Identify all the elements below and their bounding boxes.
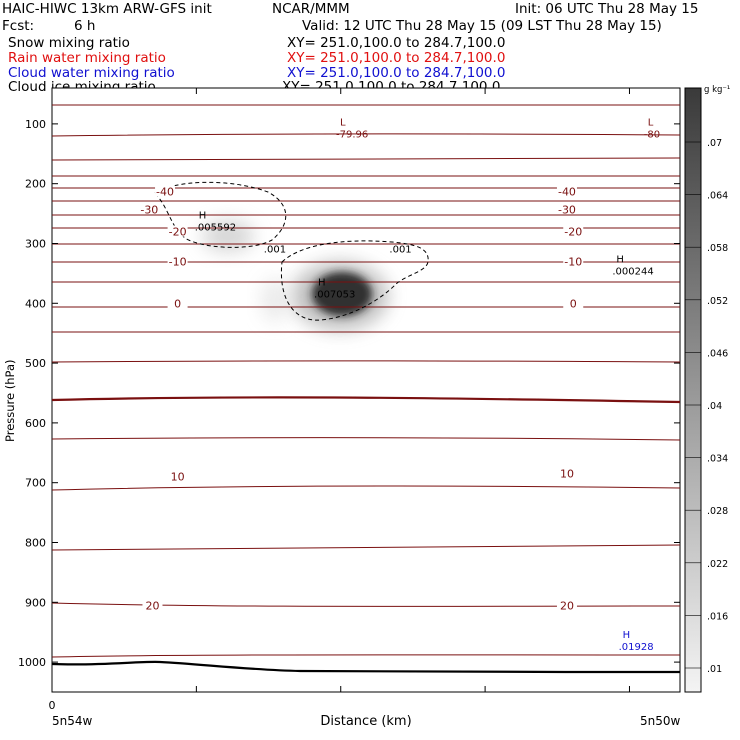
colorbar-label: .064 xyxy=(707,191,728,202)
y-tick-label: 1000 xyxy=(18,656,46,669)
init-time: Init: 06 UTC Thu 28 May 15 xyxy=(515,1,699,17)
field-cloudwater-xy: XY= 251.0,100.0 to 284.7,100.0 xyxy=(287,65,506,81)
temperature-label-bg xyxy=(563,225,584,237)
colorbar-label: .016 xyxy=(707,611,728,622)
temperature-label-bg xyxy=(139,203,160,215)
temperature-label: 20 xyxy=(560,599,574,612)
ground-line xyxy=(51,660,681,674)
temperature-label-bg xyxy=(167,297,188,309)
temperature-label: 10 xyxy=(560,468,574,481)
temperature-label-bg xyxy=(155,185,176,197)
temperature-label: -40 xyxy=(156,185,174,198)
temperature-label: 0 xyxy=(570,297,577,310)
temperature-label-bg xyxy=(556,599,577,611)
x-right-endpoint: 5n50w xyxy=(640,714,681,728)
colorbar-label: .04 xyxy=(707,401,722,412)
extremum-value: -79.96 xyxy=(336,130,368,141)
extremum-letter: L xyxy=(340,118,346,129)
y-tick-label: 800 xyxy=(25,536,46,549)
extremum-value: .000244 xyxy=(612,267,653,278)
temperature-label: -20 xyxy=(169,226,187,239)
colorbar-label: .058 xyxy=(707,243,728,254)
temperature-label-bg xyxy=(167,470,188,482)
colorbar-label: .07 xyxy=(707,138,722,149)
colorbar-unit: g kg⁻¹ xyxy=(704,85,730,95)
temperature-label-bg xyxy=(563,255,584,267)
extremum-value: .007053 xyxy=(314,289,355,300)
y-tick-label: 300 xyxy=(25,237,46,250)
temperature-label: 0 xyxy=(174,297,181,310)
extremum-letter: L xyxy=(648,118,654,129)
temperature-label: 20 xyxy=(145,599,159,612)
field-snow-name: Snow mixing ratio xyxy=(8,35,130,51)
colorbar-label: .052 xyxy=(707,296,728,307)
temperature-label: -10 xyxy=(564,255,582,268)
field-cloudwater-name: Cloud water mixing ratio xyxy=(8,65,175,81)
temperature-label: -30 xyxy=(140,203,158,216)
y-tick-label: 100 xyxy=(25,118,46,131)
y-tick-label: 500 xyxy=(25,357,46,370)
y-tick-label: 900 xyxy=(25,596,46,609)
extremum-value: -80 xyxy=(644,130,660,141)
contour-label: .001 xyxy=(264,244,286,255)
temperature-label-bg xyxy=(563,297,584,309)
y-tick-label: 700 xyxy=(25,477,46,490)
temperature-label: -20 xyxy=(564,226,582,239)
colorbar-label: .034 xyxy=(707,454,728,465)
temperature-label: -40 xyxy=(558,185,576,198)
temperature-label-bg xyxy=(556,467,577,479)
temperature-label-bg xyxy=(556,203,577,215)
field-rain-name: Rain water mixing ratio xyxy=(8,50,166,66)
contour-label: .001 xyxy=(389,244,411,255)
temperature-label-bg xyxy=(556,185,577,197)
temperature-label-bg xyxy=(142,599,163,611)
extremum-letter: H xyxy=(623,630,631,641)
temperature-label-bg xyxy=(167,255,188,267)
x-tick-zero: 0 xyxy=(49,699,56,712)
y-tick-label: 200 xyxy=(25,178,46,191)
colorbar-label: .028 xyxy=(707,506,728,517)
model-title: HAIC-HIWC 13km ARW-GFS init xyxy=(2,1,212,17)
forecast-hour: 6 h xyxy=(74,18,96,34)
colorbar xyxy=(684,87,702,693)
temperature-label-bg xyxy=(167,225,188,237)
x-axis-title: Distance (km) xyxy=(320,714,411,729)
temperature-label: -10 xyxy=(169,255,187,268)
extremum-letter: H xyxy=(199,210,207,221)
temperature-label: -30 xyxy=(558,203,576,216)
field-rain-xy: XY= 251.0,100.0 to 284.7,100.0 xyxy=(287,50,506,66)
y-axis-title: Pressure (hPa) xyxy=(3,360,17,443)
forecast-label: Fcst: xyxy=(2,18,35,34)
extremum-value: .005592 xyxy=(195,222,236,233)
colorbar-label: .046 xyxy=(707,348,728,359)
colorbar-label: .022 xyxy=(707,559,728,570)
extremum-letter: H xyxy=(616,255,624,266)
field-snow-xy: XY= 251.0,100.0 to 284.7,100.0 xyxy=(287,35,506,51)
extremum-value: .01928 xyxy=(619,642,654,653)
temperature-label: 10 xyxy=(171,471,185,484)
colorbar-label: .01 xyxy=(707,664,722,675)
y-tick-label: 600 xyxy=(25,417,46,430)
org-label: NCAR/MMM xyxy=(272,1,350,17)
x-left-endpoint: 5n54w xyxy=(52,714,93,728)
valid-time: Valid: 12 UTC Thu 28 May 15 (09 LST Thu … xyxy=(302,18,662,34)
y-tick-label: 400 xyxy=(25,297,46,310)
extremum-letter: H xyxy=(318,277,326,288)
